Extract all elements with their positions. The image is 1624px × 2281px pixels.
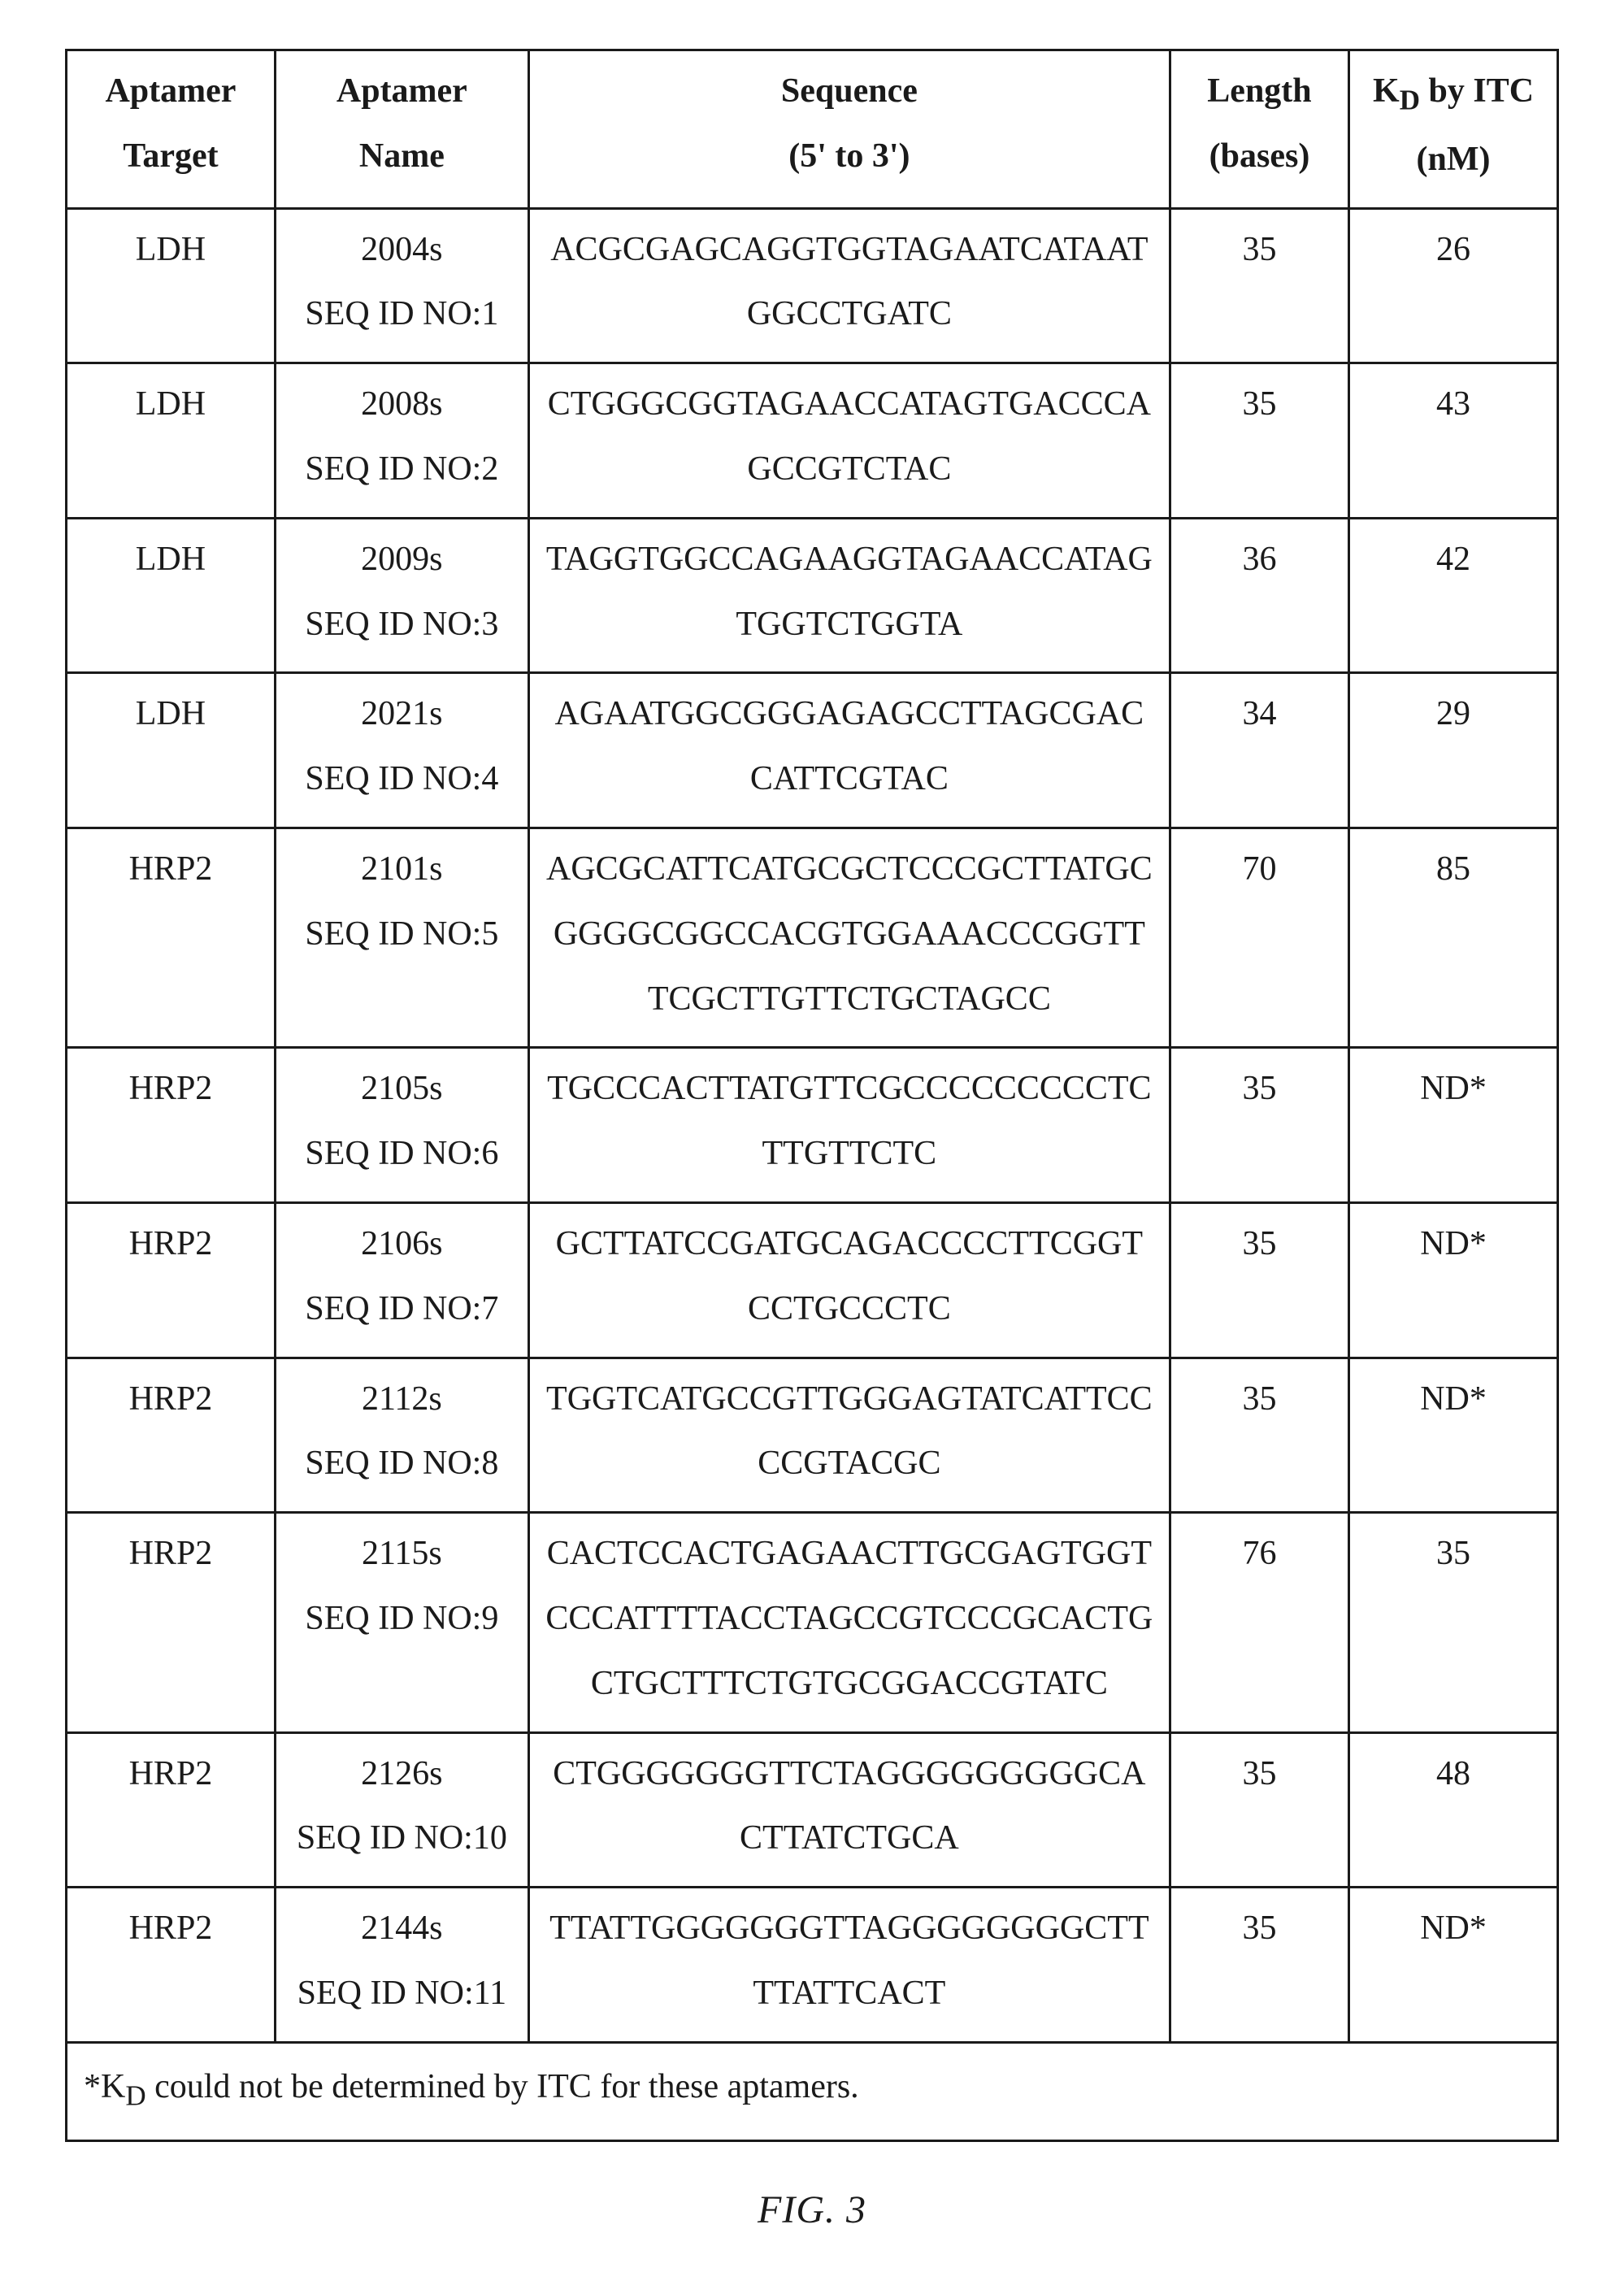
cell-target: HRP2 bbox=[67, 1732, 276, 1888]
header-text: Aptamer bbox=[276, 59, 528, 124]
table-header: Aptamer Target Aptamer Name Sequence (5'… bbox=[67, 50, 1558, 209]
cell-sequence: TGGTCATGCCGTTGGGAGTATCATTCCCCGTACGC bbox=[528, 1358, 1170, 1513]
cell-length: 34 bbox=[1170, 673, 1348, 828]
cell-sequence: AGAATGGCGGGAGAGCCTTAGCGACCATTCGTAC bbox=[528, 673, 1170, 828]
cell-target: HRP2 bbox=[67, 828, 276, 1048]
table-body: LDH2004sSEQ ID NO:1ACGCGAGCAGGTGGTAGAATC… bbox=[67, 208, 1558, 2042]
cell-length: 35 bbox=[1170, 1732, 1348, 1888]
cell-kd: 48 bbox=[1349, 1732, 1558, 1888]
header-text: (nM) bbox=[1350, 128, 1557, 193]
col-header-sequence: Sequence (5' to 3') bbox=[528, 50, 1170, 209]
cell-sequence: TGCCCACTTATGTTCGCCCCCCCCCTCTTGTTCTC bbox=[528, 1048, 1170, 1203]
table-row: HRP22106sSEQ ID NO:7GCTTATCCGATGCAGACCCC… bbox=[67, 1203, 1558, 1358]
cell-kd: ND* bbox=[1349, 1048, 1558, 1203]
cell-kd: ND* bbox=[1349, 1888, 1558, 2043]
header-text: Name bbox=[276, 124, 528, 189]
cell-target: LDH bbox=[67, 518, 276, 673]
cell-aptamer-name: 2126sSEQ ID NO:10 bbox=[275, 1732, 528, 1888]
table-row: LDH2021sSEQ ID NO:4AGAATGGCGGGAGAGCCTTAG… bbox=[67, 673, 1558, 828]
cell-sequence: TAGGTGGCCAGAAGGTAGAACCATAGTGGTCTGGTA bbox=[528, 518, 1170, 673]
cell-length: 35 bbox=[1170, 1203, 1348, 1358]
cell-target: HRP2 bbox=[67, 1048, 276, 1203]
cell-kd: 26 bbox=[1349, 208, 1558, 363]
cell-target: HRP2 bbox=[67, 1203, 276, 1358]
cell-length: 36 bbox=[1170, 518, 1348, 673]
cell-target: HRP2 bbox=[67, 1358, 276, 1513]
cell-aptamer-name: 2105sSEQ ID NO:6 bbox=[275, 1048, 528, 1203]
table-row: LDH2004sSEQ ID NO:1ACGCGAGCAGGTGGTAGAATC… bbox=[67, 208, 1558, 363]
col-header-length: Length (bases) bbox=[1170, 50, 1348, 209]
table-row: HRP22105sSEQ ID NO:6TGCCCACTTATGTTCGCCCC… bbox=[67, 1048, 1558, 1203]
cell-kd: 85 bbox=[1349, 828, 1558, 1048]
cell-aptamer-name: 2115sSEQ ID NO:9 bbox=[275, 1513, 528, 1732]
table-row: LDH2009sSEQ ID NO:3TAGGTGGCCAGAAGGTAGAAC… bbox=[67, 518, 1558, 673]
cell-target: LDH bbox=[67, 363, 276, 519]
header-text: (5' to 3') bbox=[530, 124, 1169, 189]
cell-aptamer-name: 2112sSEQ ID NO:8 bbox=[275, 1358, 528, 1513]
cell-kd: 43 bbox=[1349, 363, 1558, 519]
cell-kd: ND* bbox=[1349, 1358, 1558, 1513]
table-row: LDH2008sSEQ ID NO:2CTGGGCGGTAGAACCATAGTG… bbox=[67, 363, 1558, 519]
header-text: (bases) bbox=[1171, 124, 1348, 189]
cell-length: 76 bbox=[1170, 1513, 1348, 1732]
col-header-kd: KD by ITC (nM) bbox=[1349, 50, 1558, 209]
cell-aptamer-name: 2009sSEQ ID NO:3 bbox=[275, 518, 528, 673]
col-header-target: Aptamer Target bbox=[67, 50, 276, 209]
cell-aptamer-name: 2008sSEQ ID NO:2 bbox=[275, 363, 528, 519]
header-text: Target bbox=[67, 124, 274, 189]
cell-aptamer-name: 2106sSEQ ID NO:7 bbox=[275, 1203, 528, 1358]
header-text: Sequence bbox=[530, 59, 1169, 124]
cell-kd: 35 bbox=[1349, 1513, 1558, 1732]
aptamer-table: Aptamer Target Aptamer Name Sequence (5'… bbox=[65, 49, 1559, 2142]
cell-sequence: ACGCGAGCAGGTGGTAGAATCATAATGGCCTGATC bbox=[528, 208, 1170, 363]
col-header-name: Aptamer Name bbox=[275, 50, 528, 209]
cell-aptamer-name: 2021sSEQ ID NO:4 bbox=[275, 673, 528, 828]
cell-sequence: CACTCCACTGAGAACTTGCGAGTGGTCCCATTTTACCTAG… bbox=[528, 1513, 1170, 1732]
cell-aptamer-name: 2004sSEQ ID NO:1 bbox=[275, 208, 528, 363]
cell-sequence: TTATTGGGGGGGTTAGGGGGGGGCTTTTATTCACT bbox=[528, 1888, 1170, 2043]
table-row: HRP22126sSEQ ID NO:10CTGGGGGGGTTCTAGGGGG… bbox=[67, 1732, 1558, 1888]
cell-target: HRP2 bbox=[67, 1888, 276, 2043]
cell-kd: 29 bbox=[1349, 673, 1558, 828]
cell-target: LDH bbox=[67, 673, 276, 828]
header-text: KD by ITC bbox=[1350, 59, 1557, 128]
cell-length: 35 bbox=[1170, 1888, 1348, 2043]
cell-sequence: CTGGGGGGGTTCTAGGGGGGGGGCACTTATCTGCA bbox=[528, 1732, 1170, 1888]
cell-length: 35 bbox=[1170, 1358, 1348, 1513]
cell-sequence: GCTTATCCGATGCAGACCCCTTCGGTCCTGCCCTC bbox=[528, 1203, 1170, 1358]
cell-target: LDH bbox=[67, 208, 276, 363]
cell-length: 70 bbox=[1170, 828, 1348, 1048]
cell-aptamer-name: 2101sSEQ ID NO:5 bbox=[275, 828, 528, 1048]
cell-kd: ND* bbox=[1349, 1203, 1558, 1358]
table-row: HRP22101sSEQ ID NO:5AGCGCATTCATGCGCTCCCG… bbox=[67, 828, 1558, 1048]
header-text: Length bbox=[1171, 59, 1348, 124]
cell-aptamer-name: 2144sSEQ ID NO:11 bbox=[275, 1888, 528, 2043]
cell-sequence: AGCGCATTCATGCGCTCCCGCTTATGCGGGGCGGCCACGT… bbox=[528, 828, 1170, 1048]
cell-length: 35 bbox=[1170, 208, 1348, 363]
header-text: Aptamer bbox=[67, 59, 274, 124]
cell-sequence: CTGGGCGGTAGAACCATAGTGACCCAGCCGTCTAC bbox=[528, 363, 1170, 519]
table-footnote: *KD could not be determined by ITC for t… bbox=[67, 2042, 1558, 2140]
cell-target: HRP2 bbox=[67, 1513, 276, 1732]
table-row: HRP22112sSEQ ID NO:8TGGTCATGCCGTTGGGAGTA… bbox=[67, 1358, 1558, 1513]
table-row: HRP22115sSEQ ID NO:9CACTCCACTGAGAACTTGCG… bbox=[67, 1513, 1558, 1732]
cell-length: 35 bbox=[1170, 363, 1348, 519]
cell-length: 35 bbox=[1170, 1048, 1348, 1203]
figure-label: FIG. 3 bbox=[65, 2188, 1559, 2232]
cell-kd: 42 bbox=[1349, 518, 1558, 673]
table-row: HRP22144sSEQ ID NO:11TTATTGGGGGGGTTAGGGG… bbox=[67, 1888, 1558, 2043]
